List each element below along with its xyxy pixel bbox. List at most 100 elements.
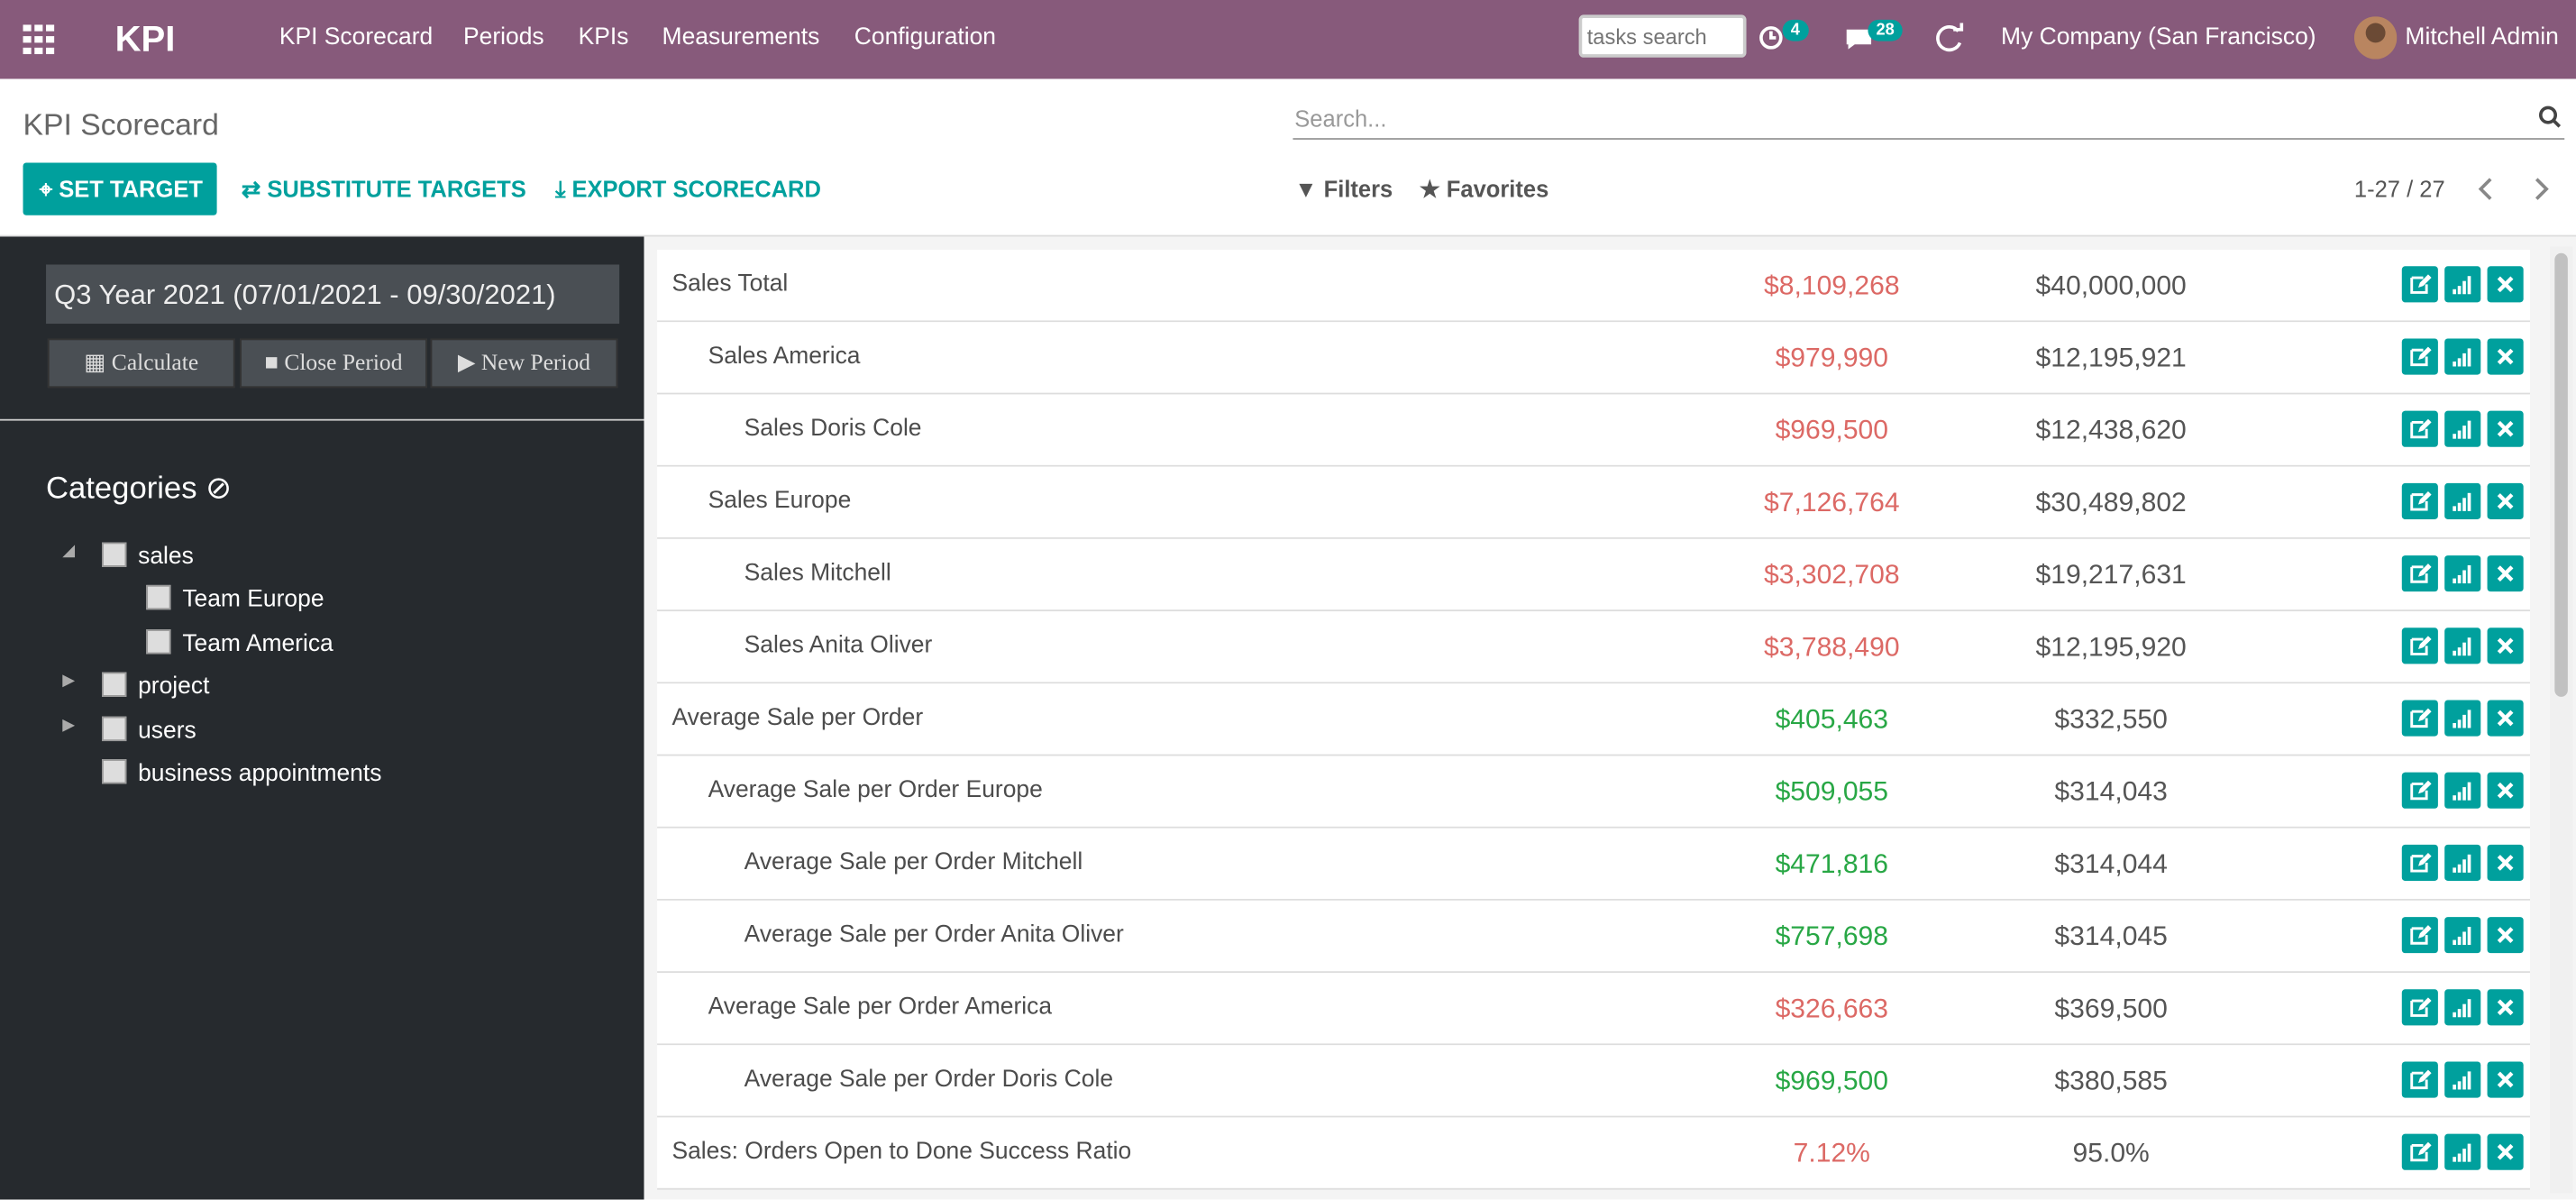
delete-button[interactable] (2487, 700, 2524, 737)
edit-button[interactable] (2401, 1061, 2438, 1098)
chart-button[interactable] (2444, 700, 2481, 737)
delete-button[interactable] (2487, 1061, 2524, 1098)
kpi-row[interactable]: Sales: Orders Open to Done Success Ratio… (657, 1117, 2530, 1190)
category[interactable]: sales (102, 542, 194, 570)
checkbox[interactable] (102, 759, 127, 784)
substitute-targets-button[interactable]: ⇄ SUBSTITUTE TARGETS (242, 176, 526, 204)
close-period-button[interactable]: ■ Close Period (240, 338, 427, 389)
delete-button[interactable] (2487, 1133, 2524, 1170)
chart-button[interactable] (2444, 338, 2481, 375)
delete-button[interactable] (2487, 917, 2524, 954)
period-select[interactable]: Q3 Year 2021 (07/01/2021 - 09/30/2021) (46, 264, 620, 325)
favorites-button[interactable]: ★ Favorites (1420, 176, 1548, 204)
activity-icon[interactable] (1758, 24, 1784, 50)
export-scorecard-button[interactable]: ⤓ EXPORT SCORECARD (555, 176, 821, 204)
edit-button[interactable] (2401, 772, 2438, 809)
menu-item[interactable]: KPI Scorecard (279, 24, 434, 51)
delete-button[interactable] (2487, 410, 2524, 447)
chart-button[interactable] (2444, 1061, 2481, 1098)
menu-item[interactable]: Periods (463, 24, 544, 51)
delete-button[interactable] (2487, 482, 2524, 519)
category-label[interactable]: Team America (182, 630, 333, 657)
checkbox[interactable] (146, 585, 171, 610)
filters-button[interactable]: ▼ Filters (1294, 176, 1393, 202)
category[interactable]: business appointments (102, 759, 381, 787)
menu-item[interactable]: Configuration (854, 24, 997, 51)
chart-button[interactable] (2444, 772, 2481, 809)
collapse-arrow[interactable]: ◢ (62, 542, 76, 561)
category-label[interactable]: users (138, 717, 196, 744)
messages-icon[interactable] (1845, 26, 1875, 50)
user[interactable]: Mitchell Admin (2405, 24, 2559, 51)
chart-button[interactable] (2444, 917, 2481, 954)
edit-button[interactable] (2401, 555, 2438, 592)
delete-button[interactable] (2487, 844, 2524, 881)
edit-button[interactable] (2401, 1133, 2438, 1170)
new-period-button[interactable]: ▶ New Period (430, 338, 618, 389)
calculate-button[interactable]: ▦ Calculate (47, 338, 235, 389)
edit-button[interactable] (2401, 482, 2438, 519)
scrollbar[interactable] (2549, 246, 2573, 1194)
delete-button[interactable] (2487, 555, 2524, 592)
checkbox[interactable] (102, 715, 127, 741)
edit-button[interactable] (2401, 700, 2438, 737)
delete-button[interactable] (2487, 989, 2524, 1026)
expand-arrow[interactable]: ▶ (62, 672, 76, 691)
tasks-search[interactable] (1578, 14, 1747, 58)
kpi-row[interactable]: Sales Doris Cole $969,500 $12,438,620 (657, 394, 2530, 467)
menu-item[interactable]: KPIs (578, 24, 629, 51)
kpi-row[interactable]: Sales Anita Oliver $3,788,490 $12,195,920 (657, 611, 2530, 684)
expand-arrow[interactable]: ▶ (62, 715, 76, 735)
category[interactable]: Team Europe (146, 585, 324, 614)
chart-button[interactable] (2444, 555, 2481, 592)
chart-button[interactable] (2444, 410, 2481, 447)
category-label[interactable]: Team Europe (182, 587, 324, 614)
menu-item[interactable]: Measurements (662, 24, 820, 51)
kpi-row[interactable]: Sales Mitchell $3,302,708 $19,217,631 (657, 538, 2530, 612)
chart-button[interactable] (2444, 989, 2481, 1026)
chart-button[interactable] (2444, 844, 2481, 881)
switch-icon[interactable] (1935, 23, 1965, 53)
delete-button[interactable] (2487, 627, 2524, 664)
checkbox[interactable] (146, 628, 171, 655)
delete-button[interactable] (2487, 338, 2524, 375)
chart-button[interactable] (2444, 266, 2481, 303)
kpi-row[interactable]: Sales America $979,990 $12,195,921 (657, 322, 2530, 395)
apps-icon[interactable] (23, 24, 56, 55)
edit-button[interactable] (2401, 627, 2438, 664)
checkbox[interactable] (102, 672, 127, 698)
category-label[interactable]: business appointments (138, 760, 382, 788)
edit-button[interactable] (2401, 917, 2438, 954)
kpi-row[interactable]: Sales Europe $7,126,764 $30,489,802 (657, 466, 2530, 539)
kpi-row[interactable]: Average Sale per Order Doris Cole $969,50… (657, 1045, 2530, 1118)
kpi-row[interactable]: Average Sale per Order Europe $509,055 $31… (657, 756, 2530, 829)
kpi-row[interactable]: Average Sale per Order Anita Oliver $757,… (657, 900, 2530, 974)
company[interactable]: My Company (San Francisco) (2001, 24, 2316, 51)
app-name[interactable]: KPI (114, 18, 176, 60)
chart-button[interactable] (2444, 482, 2481, 519)
edit-button[interactable] (2401, 266, 2438, 303)
pager-arrows[interactable] (2474, 178, 2556, 201)
category[interactable]: project (102, 672, 210, 701)
category[interactable]: users (102, 715, 196, 744)
category-label[interactable]: sales (138, 544, 194, 571)
checkbox[interactable] (102, 542, 127, 567)
kpi-row[interactable]: Average Sale per Order Mitchell $471,816 $… (657, 828, 2530, 901)
category-label[interactable]: project (138, 673, 210, 701)
avatar[interactable] (2353, 16, 2398, 60)
edit-button[interactable] (2401, 844, 2438, 881)
edit-button[interactable] (2401, 338, 2438, 375)
scroll-thumb[interactable] (2554, 252, 2568, 697)
chart-button[interactable] (2444, 1133, 2481, 1170)
search-icon[interactable] (2538, 105, 2562, 129)
search-bar[interactable]: Search... (1293, 98, 2565, 140)
set-target-button[interactable]: ⌖ SET TARGET (23, 162, 217, 215)
delete-button[interactable] (2487, 266, 2524, 303)
kpi-row[interactable]: Average Sale per Order $405,463 $332,550 (657, 683, 2530, 756)
edit-button[interactable] (2401, 989, 2438, 1026)
chart-button[interactable] (2444, 627, 2481, 664)
edit-button[interactable] (2401, 410, 2438, 447)
category[interactable]: Team America (146, 628, 333, 657)
kpi-row[interactable]: Sales Total $8,109,268 $40,000,000 (657, 250, 2530, 323)
delete-button[interactable] (2487, 772, 2524, 809)
